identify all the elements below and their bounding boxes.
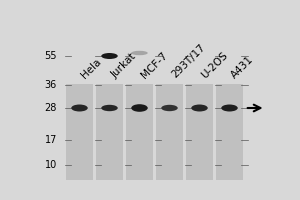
FancyBboxPatch shape [186, 84, 213, 180]
Text: 10: 10 [45, 160, 57, 170]
Text: A431: A431 [230, 54, 256, 80]
Text: 36: 36 [45, 80, 57, 90]
Text: 293T/17: 293T/17 [169, 43, 207, 80]
Text: 17: 17 [45, 135, 57, 145]
Ellipse shape [101, 53, 118, 59]
FancyBboxPatch shape [66, 84, 93, 180]
FancyBboxPatch shape [96, 84, 123, 180]
Ellipse shape [221, 104, 238, 112]
Text: 28: 28 [45, 103, 57, 113]
Ellipse shape [71, 104, 88, 112]
Text: Jurkat: Jurkat [110, 51, 138, 80]
Ellipse shape [101, 105, 118, 111]
FancyBboxPatch shape [156, 84, 183, 180]
Ellipse shape [131, 104, 148, 112]
Ellipse shape [131, 51, 148, 55]
Text: 55: 55 [44, 51, 57, 61]
Text: Hela: Hela [80, 56, 103, 80]
Text: U-2OS: U-2OS [200, 50, 230, 80]
Ellipse shape [191, 104, 208, 112]
FancyBboxPatch shape [216, 84, 243, 180]
Ellipse shape [161, 105, 178, 111]
FancyBboxPatch shape [126, 84, 153, 180]
Text: MCF-7: MCF-7 [140, 50, 169, 80]
